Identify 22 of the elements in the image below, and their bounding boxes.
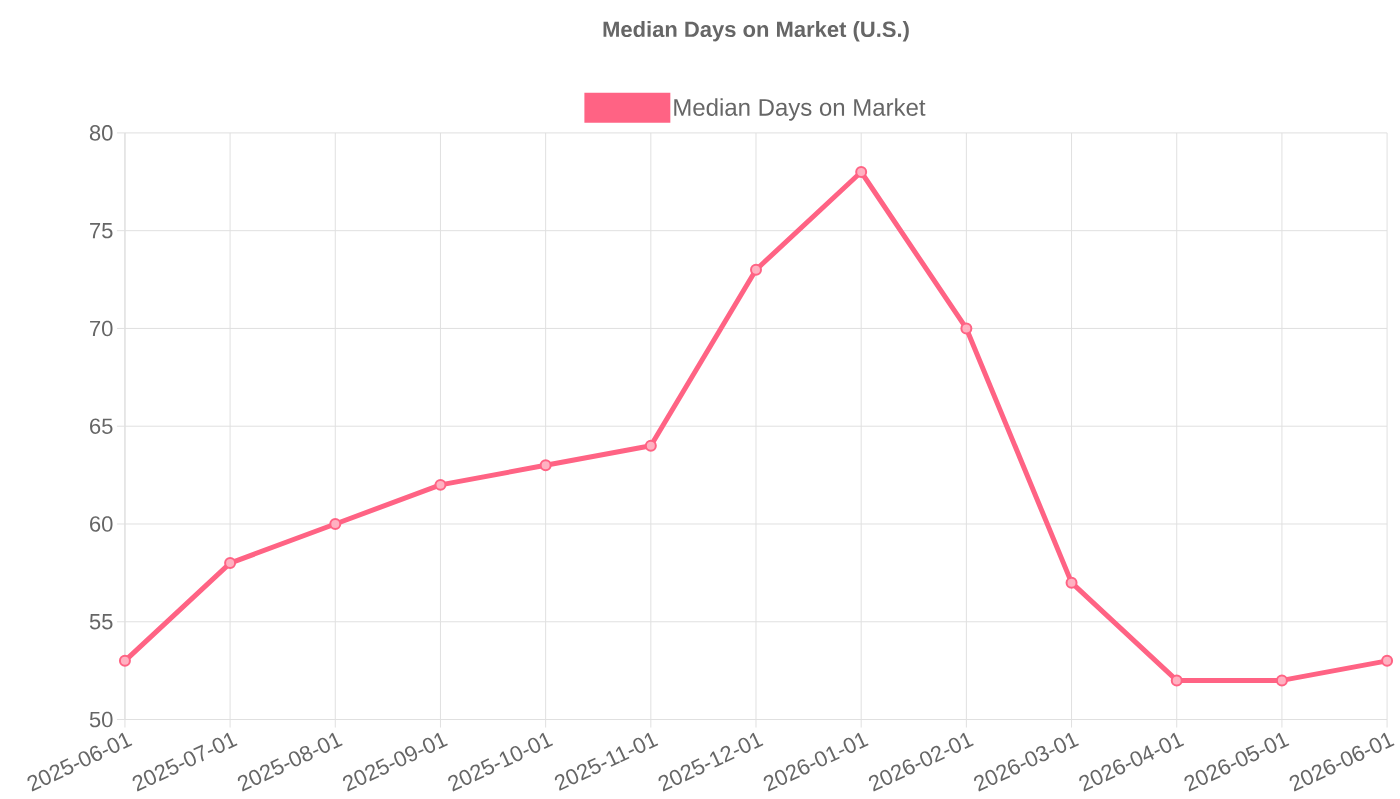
legend-label: Median Days on Market	[674, 98, 926, 121]
y-tick-label: 75	[90, 222, 113, 239]
y-tick-label: 65	[90, 418, 113, 434]
y-tick-label: 60	[90, 515, 113, 532]
point	[960, 322, 973, 335]
point	[750, 263, 762, 276]
point	[224, 556, 237, 569]
point	[1170, 674, 1183, 687]
y-tick-label: 70	[90, 320, 113, 336]
y-tick-label: 80	[89, 124, 113, 141]
y-tick-label: 55	[89, 613, 113, 630]
point	[1275, 674, 1288, 687]
point	[644, 439, 657, 452]
y-tick-label: 50	[89, 711, 113, 728]
point	[329, 517, 342, 530]
chart-title: Median Days on Market (U.S.)	[603, 20, 909, 42]
point	[539, 459, 552, 472]
point	[1381, 654, 1394, 667]
point	[855, 165, 868, 178]
point	[118, 654, 131, 667]
point	[1065, 576, 1078, 589]
point	[434, 478, 447, 491]
